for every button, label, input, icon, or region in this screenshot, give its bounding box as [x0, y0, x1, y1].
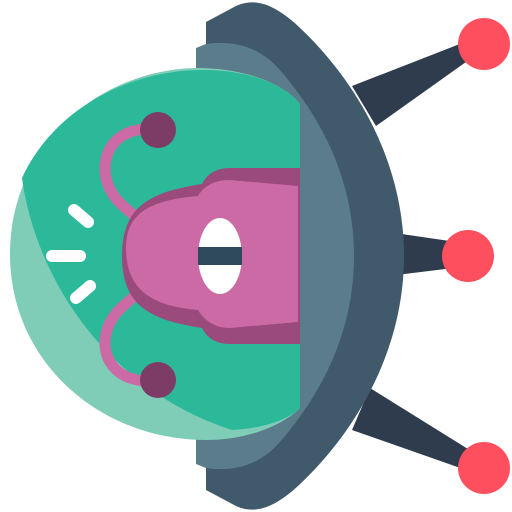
antenna-middle-tip [442, 230, 494, 282]
antenna-bottom-tip [458, 442, 510, 494]
sparkle-top-dash [68, 204, 94, 228]
alien-feeler-top [99, 123, 164, 228]
alien-feeler-bottom [99, 284, 164, 387]
alien-eye-pupil [198, 247, 242, 265]
antenna-group [352, 18, 510, 494]
alien-feeler-top-ball [140, 112, 176, 148]
sparkle-bottom-dash [70, 280, 96, 304]
alien-eye [198, 218, 242, 294]
antenna-top-tip [458, 18, 510, 70]
alien-creature [99, 112, 300, 398]
alien-feeler-bottom-ball [140, 362, 176, 398]
sparkle-marks [46, 204, 96, 304]
antenna-top-stem [352, 40, 480, 126]
antenna-bottom-stem [352, 388, 476, 470]
